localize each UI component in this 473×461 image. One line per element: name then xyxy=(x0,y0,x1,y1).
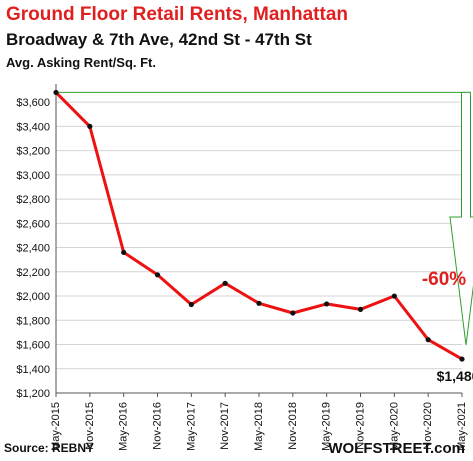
data-point xyxy=(459,356,465,362)
x-tick-label: May-2019 xyxy=(321,402,333,451)
change-percent-label: -60% xyxy=(422,269,466,290)
y-tick-label: $1,200 xyxy=(16,388,50,400)
y-tick-label: $1,400 xyxy=(16,364,50,376)
data-point xyxy=(324,301,330,307)
y-tick-label: $2,600 xyxy=(16,218,50,230)
x-tick-label: Nov-2020 xyxy=(422,402,434,450)
decline-arrow xyxy=(449,91,473,346)
y-tick-label: $2,200 xyxy=(16,267,50,279)
x-tick-label: Nov-2018 xyxy=(287,402,299,450)
brand-logo-text: WOLFSTREET.com xyxy=(328,440,465,457)
y-tick-label: $3,000 xyxy=(16,170,50,182)
y-tick-label: $2,800 xyxy=(16,194,50,206)
x-tick-label: Nov-2015 xyxy=(84,402,96,450)
x-tick-label: Nov-2017 xyxy=(219,402,231,450)
data-point xyxy=(188,301,194,308)
x-tick-label: May-2015 xyxy=(50,402,62,451)
x-tick-label: May-2021 xyxy=(456,402,468,451)
y-tick-label: $1,800 xyxy=(16,315,50,327)
data-point xyxy=(53,89,59,96)
x-tick-label: May-2020 xyxy=(388,402,400,451)
data-point xyxy=(256,300,262,306)
y-tick-label: $2,400 xyxy=(16,243,50,255)
data-point xyxy=(154,272,161,278)
data-point xyxy=(425,337,431,343)
x-tick-label: May-2018 xyxy=(253,402,265,451)
x-tick-label: May-2017 xyxy=(185,402,197,451)
y-tick-label: $3,400 xyxy=(16,121,50,133)
chart-subtitle: Broadway & 7th Ave, 42nd St - 47th St xyxy=(6,30,312,49)
source-note: Source: REBNY xyxy=(4,441,95,455)
data-point xyxy=(121,249,127,256)
x-tick-label: Nov-2016 xyxy=(152,402,164,450)
y-tick-label: $1,600 xyxy=(16,340,50,352)
data-point xyxy=(290,310,296,316)
series-line xyxy=(54,91,463,361)
data-point xyxy=(391,293,397,299)
data-point xyxy=(87,123,93,129)
x-tick-label: Nov-2019 xyxy=(355,402,367,450)
x-tick-label: May-2016 xyxy=(118,402,130,451)
data-point xyxy=(222,280,228,286)
y-tick-label: $3,600 xyxy=(16,97,50,109)
chart-title: Ground Floor Retail Rents, Manhattan xyxy=(6,4,349,25)
y-tick-label: $3,200 xyxy=(16,146,50,158)
y-axis-label: Avg. Asking Rent/Sq. Ft. xyxy=(6,55,156,70)
y-tick-label: $2,000 xyxy=(16,291,50,303)
last-value-label: $1,480 xyxy=(437,368,473,384)
data-point xyxy=(357,306,364,312)
